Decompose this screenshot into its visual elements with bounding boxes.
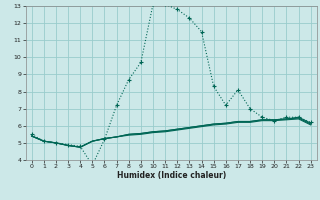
X-axis label: Humidex (Indice chaleur): Humidex (Indice chaleur): [116, 171, 226, 180]
